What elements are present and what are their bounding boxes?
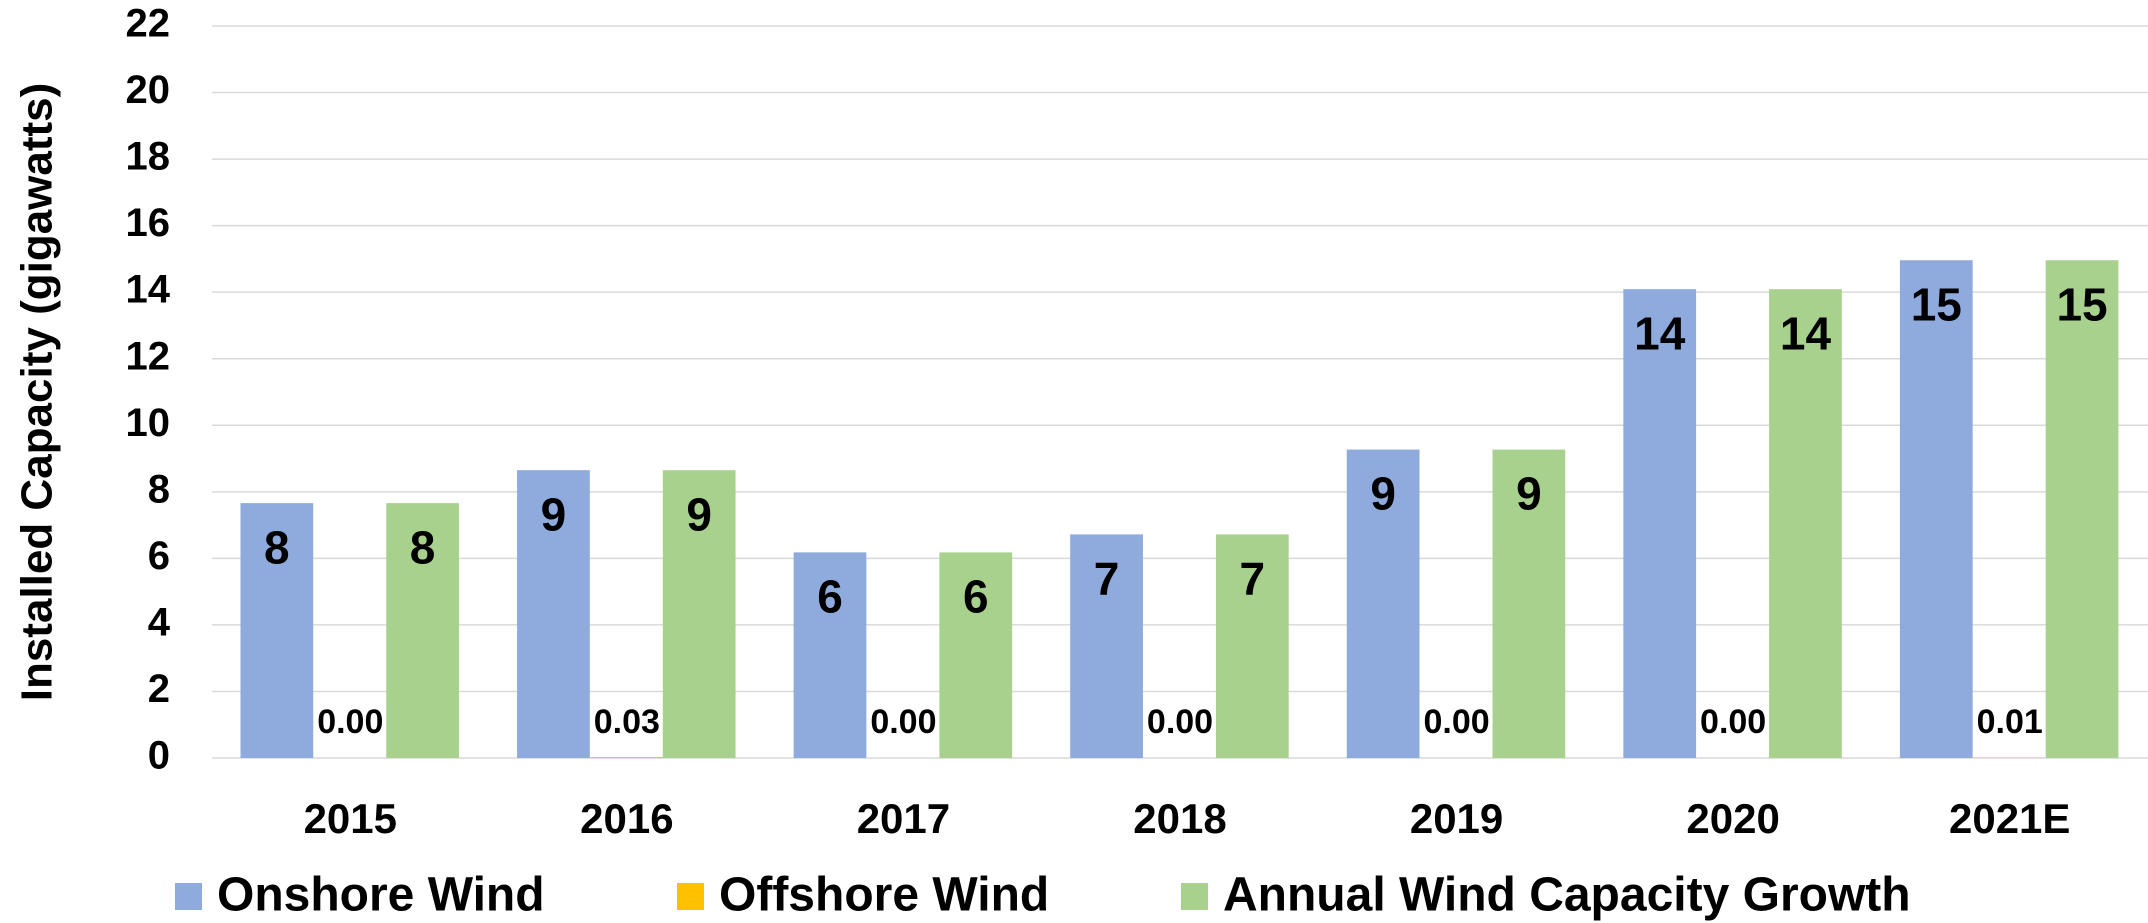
data-label: 8 bbox=[264, 521, 290, 573]
legend-swatch bbox=[677, 883, 704, 910]
y-tick-label: 16 bbox=[126, 201, 171, 245]
data-label: 0.01 bbox=[1977, 703, 2043, 741]
y-tick-label: 4 bbox=[148, 600, 171, 644]
legend-label: Onshore Wind bbox=[217, 869, 545, 922]
y-tick-label: 14 bbox=[126, 268, 171, 312]
bar bbox=[2045, 260, 2119, 758]
x-tick-label: 2018 bbox=[1133, 795, 1226, 842]
x-tick-label: 2021E bbox=[1949, 795, 2070, 842]
legend-swatch bbox=[175, 883, 202, 910]
data-label: 14 bbox=[1634, 307, 1686, 359]
x-tick-label: 2016 bbox=[580, 795, 673, 842]
bar bbox=[1492, 449, 1566, 758]
data-label: 15 bbox=[1911, 278, 1962, 330]
data-label: 0.03 bbox=[594, 703, 660, 741]
legend-label: Offshore Wind bbox=[719, 869, 1049, 922]
bar bbox=[1623, 289, 1697, 758]
data-label: 15 bbox=[2056, 278, 2107, 330]
x-tick-label: 2020 bbox=[1686, 795, 1779, 842]
x-tick-label: 2019 bbox=[1410, 795, 1503, 842]
y-axis-label: Installed Capacity (gigawatts) bbox=[13, 83, 62, 702]
bar bbox=[1215, 534, 1289, 758]
bar bbox=[590, 757, 664, 758]
bar bbox=[1899, 260, 1973, 758]
bar bbox=[1769, 289, 1842, 758]
data-label: 6 bbox=[963, 571, 989, 623]
y-tick-label: 0 bbox=[148, 734, 170, 778]
y-tick-label: 8 bbox=[148, 467, 170, 511]
data-label: 9 bbox=[1370, 468, 1396, 520]
bar bbox=[386, 503, 459, 758]
y-tick-label: 22 bbox=[126, 2, 171, 46]
data-label: 0.00 bbox=[1700, 703, 1766, 741]
data-label: 7 bbox=[1094, 553, 1120, 605]
x-tick-label: 2015 bbox=[304, 795, 397, 842]
data-label: 6 bbox=[817, 571, 843, 623]
bar bbox=[662, 470, 736, 758]
data-label: 9 bbox=[1516, 468, 1542, 520]
y-tick-label: 12 bbox=[126, 334, 171, 378]
y-tick-label: 18 bbox=[126, 135, 171, 179]
data-label: 0.00 bbox=[870, 703, 936, 741]
data-label: 0.00 bbox=[1147, 703, 1213, 741]
x-tick-label: 2017 bbox=[857, 795, 950, 842]
bar bbox=[793, 552, 867, 758]
y-tick-label: 10 bbox=[126, 401, 171, 445]
y-tick-label: 6 bbox=[148, 534, 170, 578]
data-label: 9 bbox=[686, 488, 712, 540]
bar bbox=[1070, 534, 1143, 758]
y-tick-label: 20 bbox=[126, 68, 171, 112]
data-label: 7 bbox=[1240, 553, 1266, 605]
y-tick-label: 2 bbox=[148, 667, 170, 711]
data-label: 0.00 bbox=[1423, 703, 1489, 741]
data-label: 8 bbox=[410, 521, 436, 573]
legend-swatch bbox=[1181, 883, 1208, 910]
bar bbox=[1346, 449, 1420, 758]
bar bbox=[240, 503, 314, 758]
legend-label: Annual Wind Capacity Growth bbox=[1223, 869, 1911, 922]
data-label: 14 bbox=[1780, 307, 1832, 359]
bar bbox=[939, 552, 1013, 758]
data-label: 9 bbox=[541, 488, 567, 540]
data-label: 0.00 bbox=[317, 703, 383, 741]
bar bbox=[517, 470, 590, 758]
